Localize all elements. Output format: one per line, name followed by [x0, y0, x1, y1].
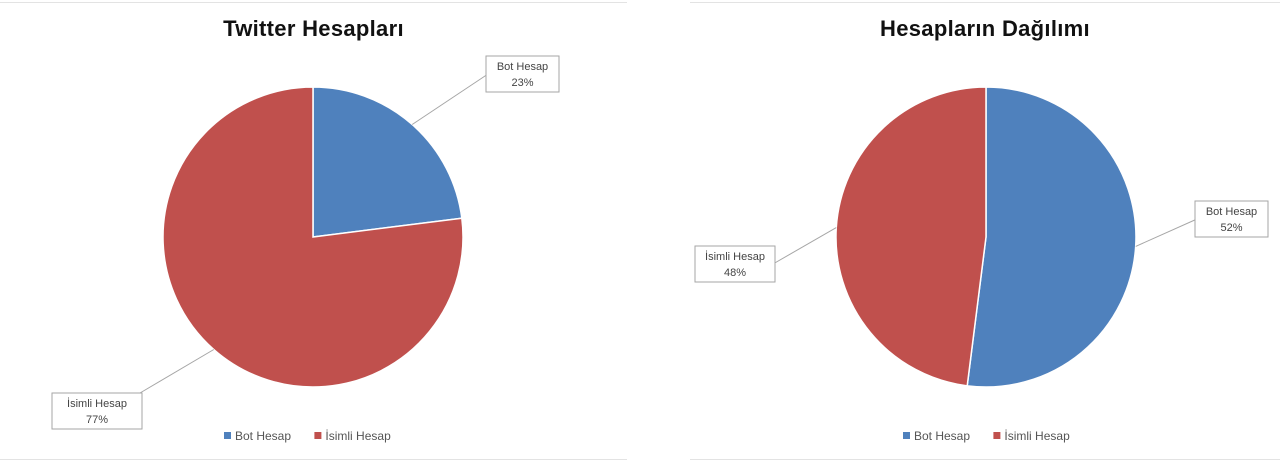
- data-label-value: 77%: [86, 414, 108, 426]
- legend-label: İsimli Hesap: [325, 429, 391, 443]
- pie-slice-bot-hesap: [312, 86, 463, 238]
- pie-chart-account-distribution: Bot Hesap 52% İsimli Hesap 48% Bot Hesap İsim…: [694, 86, 1269, 443]
- legend: Bot Hesap İsimli Hesap: [224, 429, 391, 443]
- legend: Bot Hesap İsimli Hesap: [903, 429, 1070, 443]
- bottom-divider: [0, 459, 627, 460]
- legend-label: Bot Hesap: [914, 429, 970, 443]
- chart-panel-account-distribution: Hesapların Dağılımı Bot Hesap 52% İsimli H…: [690, 0, 1280, 463]
- legend-swatch: [993, 432, 1001, 439]
- legend-swatch: [314, 432, 322, 439]
- data-label-name: İsimli Hesap: [705, 250, 765, 263]
- data-label-value: 48%: [724, 267, 746, 279]
- legend-label: Bot Hesap: [235, 429, 291, 443]
- data-label-name: Bot Hesap: [497, 61, 548, 73]
- leader-line: [772, 227, 837, 265]
- data-label: Bot Hesap 52%: [1194, 200, 1269, 238]
- data-label: Bot Hesap 23%: [485, 55, 560, 93]
- chart-title: Twitter Hesapları: [223, 16, 404, 41]
- leader-line: [139, 349, 215, 394]
- data-label-box: [485, 55, 560, 93]
- data-label-name: İsimli Hesap: [67, 397, 127, 410]
- data-label: İsimli Hesap 77%: [51, 392, 143, 430]
- pie-slice-bot-hesap: [966, 86, 1137, 388]
- top-divider: [0, 2, 627, 3]
- data-label-box: [1194, 200, 1269, 238]
- data-label-box: [694, 245, 776, 283]
- leader-line: [1135, 218, 1198, 247]
- pie-chart-twitter-accounts: Bot Hesap 23% İsimli Hesap 77% Bot Hesap İsim…: [51, 55, 560, 443]
- data-label-value: 23%: [511, 77, 533, 89]
- chart-title: Hesapların Dağılımı: [880, 16, 1090, 41]
- bottom-divider: [690, 459, 1280, 460]
- chart-panel-twitter-accounts: Twitter Hesapları Bot Hesap 23% İsimli Hes…: [0, 0, 627, 463]
- legend-swatch: [224, 432, 231, 439]
- pie-slice-isimli-hesap: [835, 86, 987, 387]
- leader-line: [411, 73, 489, 125]
- data-label: İsimli Hesap 48%: [694, 245, 776, 283]
- data-label-value: 52%: [1220, 222, 1242, 234]
- top-divider: [690, 2, 1280, 3]
- legend-label: İsimli Hesap: [1004, 429, 1070, 443]
- legend-swatch: [903, 432, 910, 439]
- data-label-name: Bot Hesap: [1206, 206, 1257, 218]
- data-label-box: [51, 392, 143, 430]
